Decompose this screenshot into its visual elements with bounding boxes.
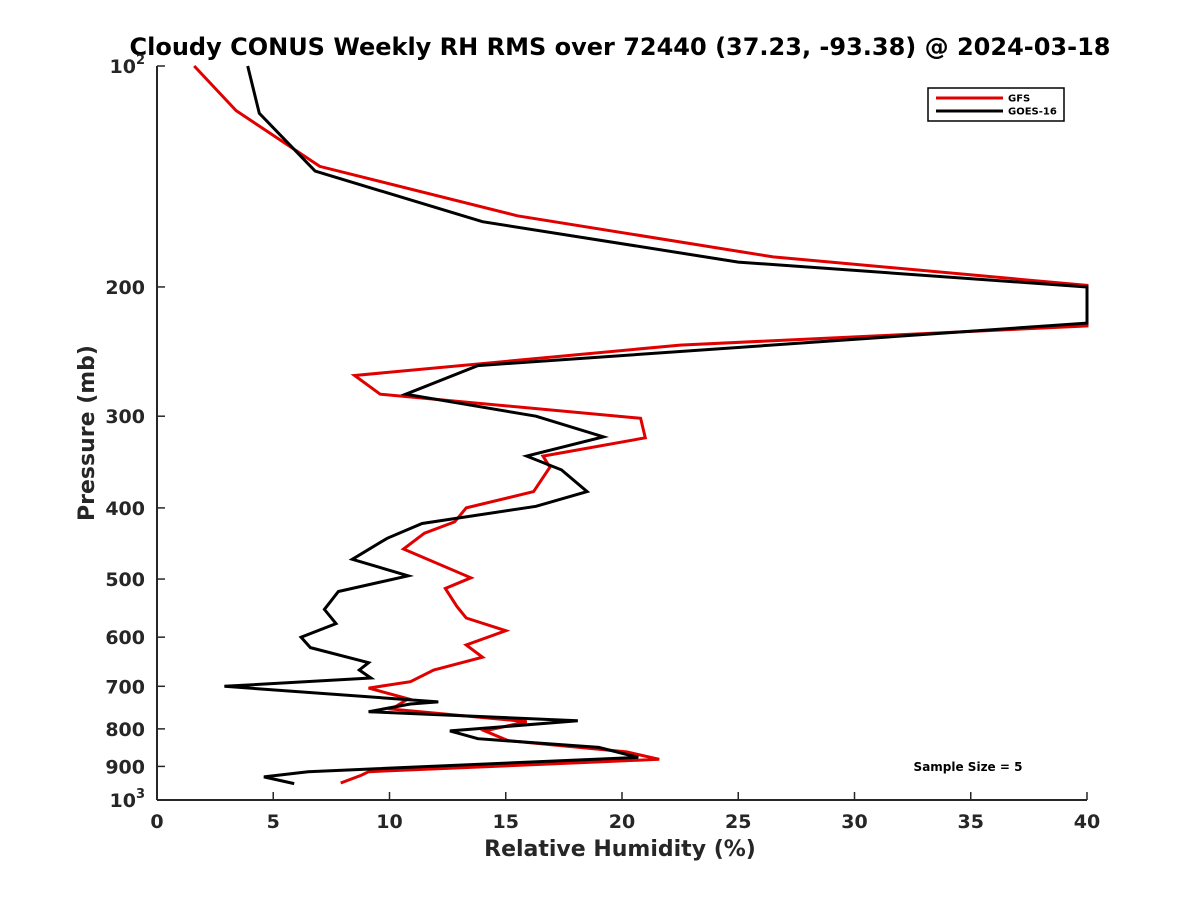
series-line-goes16: [224, 65, 1089, 786]
x-tick-label: 40: [1074, 811, 1100, 833]
legend-label-goes16: GOES-16: [1008, 107, 1057, 118]
legend-box: [927, 87, 1065, 122]
x-ticks: 0 5 10 15 20 25 30 35 40: [150, 792, 1100, 833]
y-tick-label: 300: [105, 406, 145, 428]
x-tick-label: 35: [958, 811, 984, 833]
y-tick-base: 500: [105, 569, 145, 591]
y-tick-label: 700: [105, 676, 145, 698]
y-tick-base: 10: [110, 790, 136, 812]
y-tick-base: 400: [105, 498, 145, 520]
x-tick-label: 15: [493, 811, 519, 833]
y-tick-label: 500: [105, 569, 145, 591]
y-tick-label: 200: [105, 277, 145, 299]
y-tick-base: 300: [105, 406, 145, 428]
y-tick-label: 102: [110, 53, 146, 78]
x-tick-label: 10: [376, 811, 402, 833]
legend: GFS GOES-16: [927, 87, 1065, 122]
y-tick-base: 200: [105, 277, 145, 299]
x-tick-label: 30: [841, 811, 867, 833]
y-tick-label: 600: [105, 627, 145, 649]
y-tick-exponent: 2: [136, 53, 145, 68]
sample-size-annotation: Sample Size = 5: [914, 760, 1023, 774]
y-tick-label: 800: [105, 719, 145, 741]
y-tick-label: 900: [105, 756, 145, 778]
y-tick-exponent: 3: [136, 787, 145, 802]
x-axis-label: Relative Humidity (%): [484, 837, 756, 862]
y-tick-base: 700: [105, 676, 145, 698]
y-tick-base: 10: [110, 56, 136, 78]
axes: [156, 66, 1087, 801]
y-tick-label: 103: [110, 787, 146, 812]
chart-title: Cloudy CONUS Weekly RH RMS over 72440 (3…: [130, 33, 1111, 61]
series-group: [193, 64, 1089, 786]
y-tick-label: 400: [105, 498, 145, 520]
y-axis-label: Pressure (mb): [75, 345, 100, 521]
x-tick-label: 20: [609, 811, 635, 833]
x-tick-label: 0: [150, 811, 163, 833]
y-tick-base: 800: [105, 719, 145, 741]
legend-label-gfs: GFS: [1008, 94, 1030, 105]
x-tick-label: 25: [725, 811, 751, 833]
x-tick-label: 5: [267, 811, 280, 833]
y-tick-base: 600: [105, 627, 145, 649]
y-tick-base: 900: [105, 756, 145, 778]
